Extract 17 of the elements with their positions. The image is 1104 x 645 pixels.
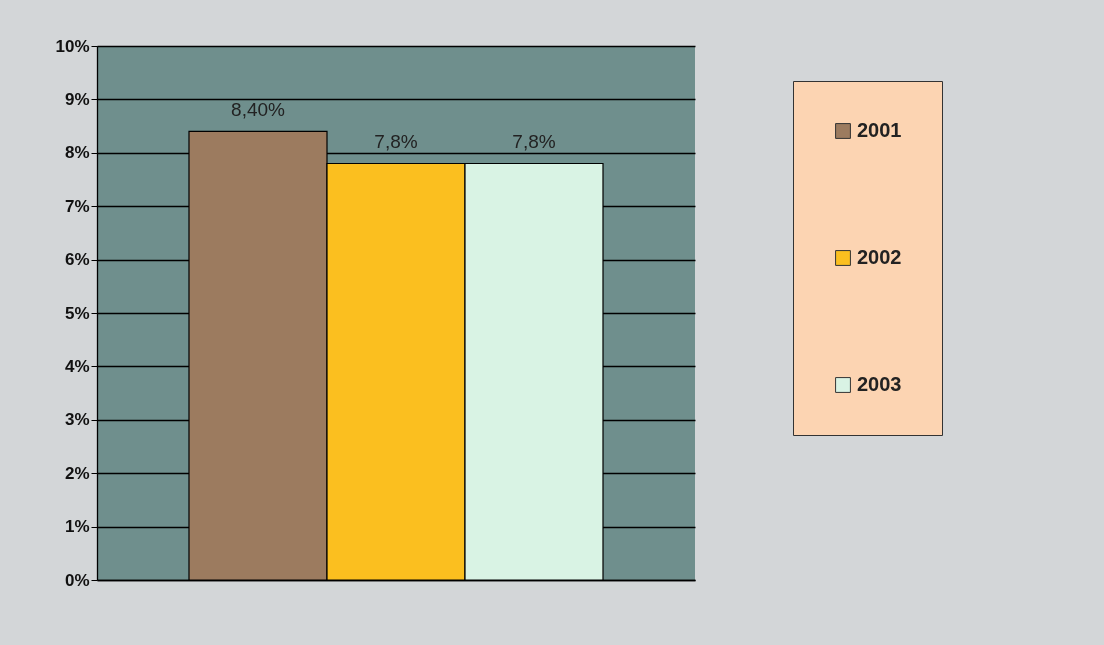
y-tick-label: 9% — [64, 89, 90, 109]
y-tick-label: 10% — [55, 36, 90, 56]
y-tick-label: 8% — [64, 143, 90, 163]
y-tick-label: 5% — [64, 303, 90, 323]
data-label: 8,40% — [231, 99, 286, 121]
data-label: 7,8% — [374, 131, 418, 153]
y-tick-label: 2% — [64, 463, 90, 483]
y-tick-label: 6% — [64, 250, 90, 270]
legend-label: 2001 — [857, 119, 902, 141]
y-tick-label: 7% — [64, 196, 90, 216]
y-tick-label: 4% — [64, 356, 90, 376]
y-tick-label: 1% — [64, 517, 90, 537]
y-tick-label: 0% — [64, 570, 90, 590]
legend-label: 2002 — [857, 246, 902, 268]
data-label: 7,8% — [512, 131, 556, 153]
y-tick-label: 3% — [64, 410, 90, 430]
legend-label: 2003 — [857, 373, 902, 395]
